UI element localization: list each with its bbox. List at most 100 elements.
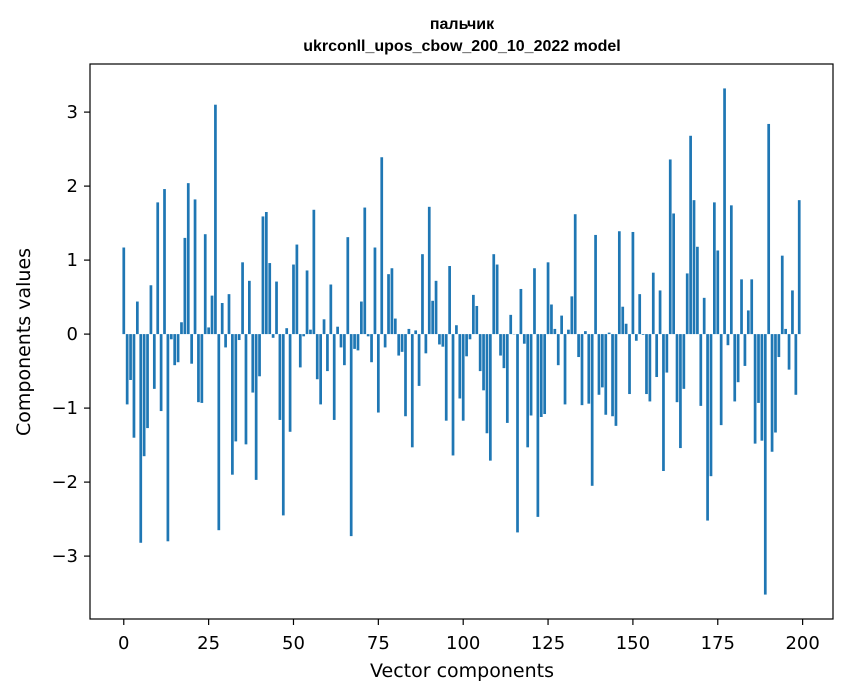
bar-component-33 — [234, 334, 238, 442]
bar-component-5 — [139, 334, 143, 543]
bar-component-15 — [173, 334, 177, 366]
bar-component-90 — [427, 206, 431, 335]
bar-component-154 — [645, 334, 648, 395]
y-tick-label: −2 — [51, 472, 78, 493]
bar-component-183 — [743, 334, 747, 366]
bar-component-136 — [584, 331, 587, 335]
y-tick-label: −1 — [51, 398, 78, 419]
bar-component-146 — [617, 231, 621, 335]
bar-component-150 — [631, 231, 635, 335]
bar-component-197 — [791, 290, 794, 335]
bar-component-31 — [227, 294, 231, 335]
bar-component-142 — [604, 334, 608, 415]
bar-component-111 — [499, 334, 502, 356]
bar-component-130 — [563, 334, 567, 405]
bar-component-72 — [366, 334, 370, 337]
bar-component-37 — [248, 280, 251, 335]
bar-component-44 — [271, 334, 275, 338]
bar-component-119 — [526, 334, 530, 448]
bar-component-169 — [696, 246, 699, 335]
bar-component-127 — [553, 328, 557, 335]
bar-component-151 — [634, 334, 638, 341]
bar-component-120 — [529, 334, 533, 416]
bar-component-42 — [264, 212, 268, 335]
y-tick-label: 1 — [67, 250, 78, 271]
bar-component-28 — [217, 334, 221, 531]
bar-component-64 — [339, 334, 343, 348]
x-axis-ticks: 0 25 50 75 100 125 150 175 200 — [118, 619, 820, 654]
bar-component-165 — [682, 334, 686, 389]
bar-component-160 — [665, 334, 669, 373]
bar-component-152 — [638, 294, 642, 335]
bar-component-24 — [203, 234, 207, 335]
bar-component-159 — [662, 334, 665, 471]
bar-component-109 — [492, 254, 496, 335]
bar-component-184 — [746, 310, 750, 335]
y-axis-ticks: −3 −2 −1 0 1 2 3 — [51, 102, 90, 567]
bar-component-36 — [244, 334, 248, 445]
bar-component-158 — [658, 290, 662, 335]
bar-component-93 — [438, 334, 441, 345]
bar-component-125 — [546, 262, 550, 335]
x-tick-label: 100 — [446, 633, 480, 654]
bar-component-167 — [689, 135, 692, 335]
bar-component-114 — [509, 314, 513, 335]
bar-component-55 — [309, 329, 312, 335]
bar-component-71 — [363, 207, 367, 335]
bar-component-69 — [356, 334, 360, 351]
bar-component-123 — [539, 334, 543, 417]
bar-component-144 — [611, 334, 614, 417]
bar-component-75 — [376, 334, 380, 413]
bar-component-177 — [723, 88, 726, 335]
bar-component-176 — [719, 334, 723, 426]
bar-component-82 — [400, 334, 404, 352]
bar-component-137 — [587, 334, 591, 404]
bar-component-182 — [740, 279, 743, 335]
bar-component-89 — [424, 334, 428, 354]
bar-component-128 — [556, 334, 560, 366]
bar-component-14 — [169, 334, 173, 340]
bar-component-100 — [461, 334, 465, 421]
bar-component-74 — [373, 247, 377, 335]
x-tick-label: 0 — [118, 633, 129, 654]
bar-component-87 — [417, 334, 421, 386]
bar-component-126 — [550, 304, 553, 335]
bar-component-59 — [322, 319, 326, 335]
bar-component-61 — [329, 284, 333, 335]
bar-component-45 — [275, 281, 278, 335]
x-tick-label: 150 — [616, 633, 650, 654]
bar-component-35 — [241, 262, 244, 335]
bar-component-170 — [699, 334, 703, 406]
bar-component-9 — [152, 334, 156, 389]
bar-component-78 — [387, 274, 390, 335]
bar-component-198 — [794, 334, 798, 395]
bar-component-73 — [370, 334, 373, 363]
bar-component-174 — [713, 202, 716, 335]
bar-component-117 — [519, 288, 523, 335]
bar-component-112 — [502, 334, 506, 369]
y-tick-label: −3 — [51, 546, 78, 567]
bar-component-134 — [577, 334, 580, 358]
x-tick-label: 125 — [531, 633, 565, 654]
bar-component-140 — [597, 334, 601, 395]
bar-component-164 — [679, 334, 682, 449]
bar-component-96 — [448, 266, 451, 335]
bar-component-185 — [750, 279, 754, 335]
bar-component-0 — [122, 247, 126, 335]
bar-component-107 — [485, 334, 489, 434]
chart-title-line2: ukrconll_upos_cbow_200_10_2022 model — [303, 38, 620, 55]
bar-component-129 — [560, 315, 563, 335]
bar-component-67 — [349, 334, 353, 537]
bar-component-13 — [166, 334, 170, 542]
bar-component-122 — [536, 334, 540, 517]
bar-component-43 — [268, 263, 272, 335]
bar-component-66 — [346, 237, 350, 335]
bar-component-22 — [197, 334, 200, 403]
bar-component-192 — [774, 334, 777, 433]
bar-component-57 — [315, 334, 319, 380]
bar-component-51 — [295, 244, 299, 335]
bar-component-25 — [207, 327, 210, 335]
bar-component-135 — [580, 334, 584, 406]
bars-group — [122, 88, 801, 595]
bar-component-153 — [641, 334, 645, 335]
